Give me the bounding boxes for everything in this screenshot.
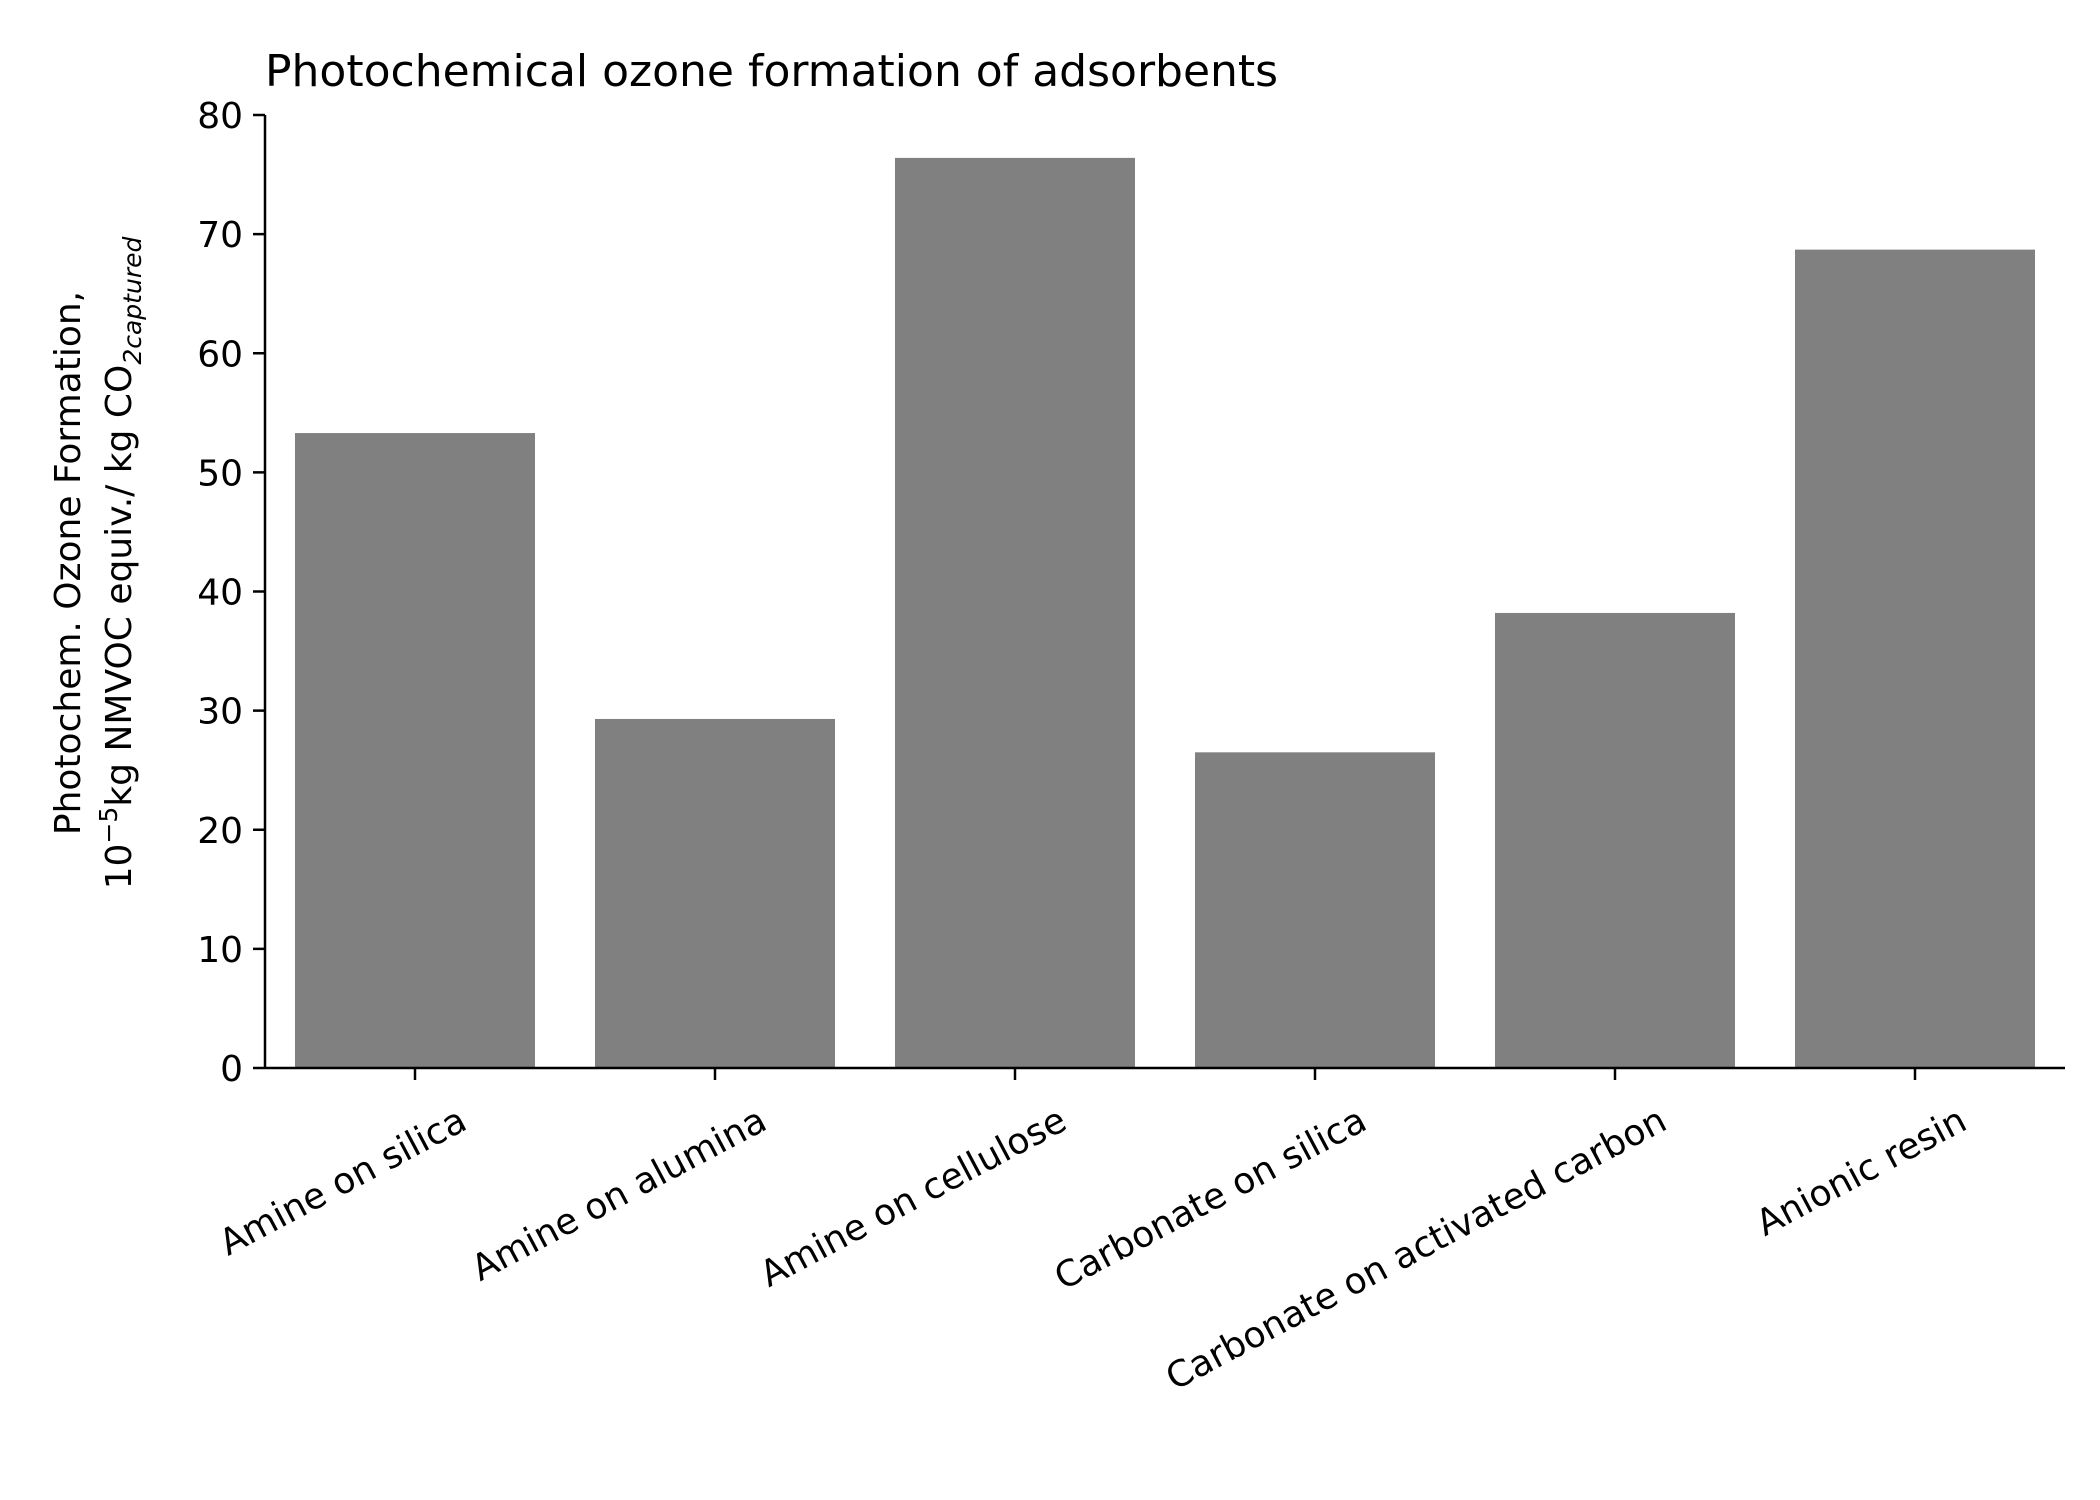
y-tick-label-80: 80 [197,96,243,137]
bar-amine-on-alumina [595,718,835,1068]
bar-amine-on-cellulose [895,157,1135,1068]
bar-anionic-resin [1795,249,2035,1068]
bar-carbonate-on-silica [1195,752,1435,1068]
y-axis-label-subscript: 2captured [118,237,147,365]
x-tick-label-anionic-resin: Anionic resin [1750,1100,1973,1245]
y-tick-label-0: 0 [220,1049,243,1090]
y-axis-label-prefix: 10 [99,844,140,890]
x-tick-label-carbonate-on-silica: Carbonate on silica [1048,1100,1373,1299]
x-tick-label-amine-on-silica: Amine on silica [213,1100,473,1264]
bar-carbonate-on-activated-carbon [1495,612,1735,1068]
y-axis-label-line2: 10−5kg NMVOC equiv./ kg CO2captured [94,237,147,890]
x-tick-label-carbonate-on-activated-carbon: Carbonate on activated carbon [1160,1100,1674,1399]
y-axis-label: Photochem. Ozone Formation, 10−5kg NMVOC… [48,237,147,890]
bar-amine-on-silica [295,433,535,1069]
y-tick-label-30: 30 [197,692,243,733]
y-axis: 0 10 20 30 40 50 60 70 80 [197,96,267,1090]
y-axis-label-exponent: −5 [94,807,123,844]
y-axis-label-line1: Photochem. Ozone Formation, [48,291,89,835]
y-tick-label-70: 70 [197,215,243,256]
x-tick-label-amine-on-alumina: Amine on alumina [465,1100,773,1290]
y-tick-label-50: 50 [197,453,243,494]
bars [295,157,2035,1069]
chart-title: Photochemical ozone formation of adsorbe… [265,46,1278,97]
x-tick-label-amine-on-cellulose: Amine on cellulose [754,1100,1074,1296]
y-tick-label-60: 60 [197,334,243,375]
y-tick-label-10: 10 [197,930,243,971]
y-tick-label-20: 20 [197,811,243,852]
y-tick-label-40: 40 [197,573,243,614]
y-axis-label-unit: kg NMVOC equiv./ kg CO [99,365,140,807]
